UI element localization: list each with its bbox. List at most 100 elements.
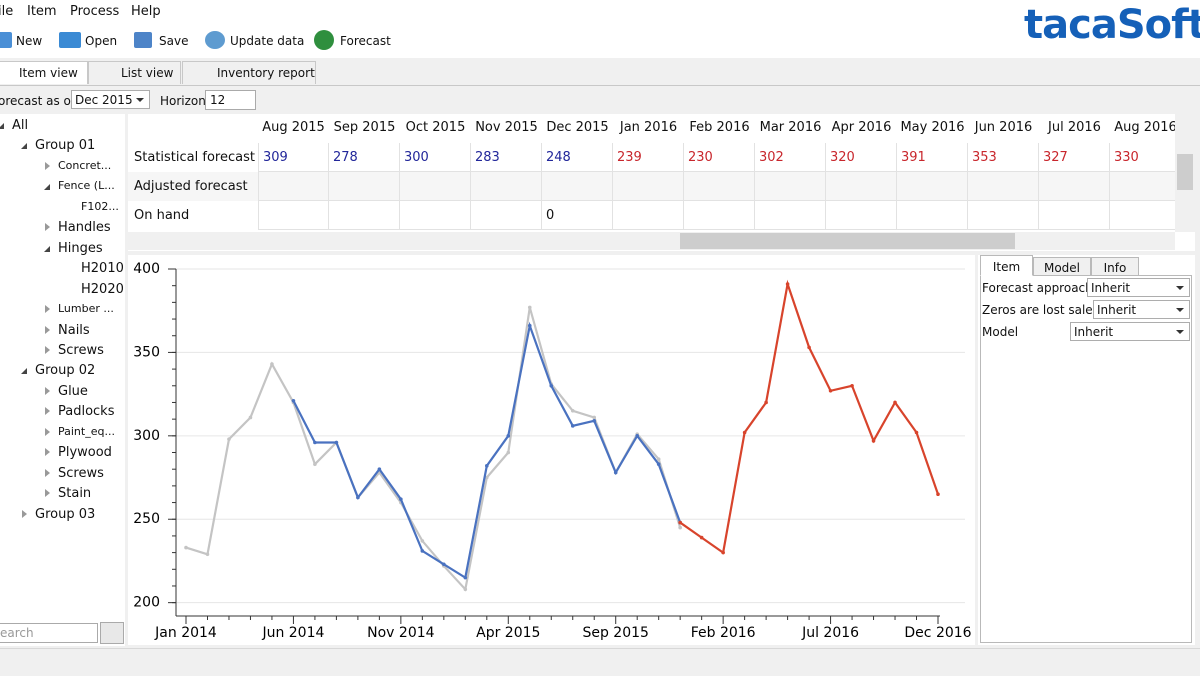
menu-item[interactable]: Item [27, 4, 57, 19]
menu-item[interactable]: ile [0, 4, 13, 19]
tab[interactable]: List view [88, 61, 181, 84]
grid-cell[interactable] [968, 201, 1039, 230]
grid-cell[interactable] [400, 201, 471, 230]
grid-cell[interactable]: 283 [471, 143, 542, 172]
tree-item[interactable]: F102... [81, 200, 119, 213]
tree-item[interactable]: Lumber ... [58, 302, 114, 315]
tree-item[interactable]: Screws [58, 343, 104, 358]
grid-cell[interactable] [613, 172, 684, 201]
panel-tab[interactable]: Info [1091, 257, 1139, 276]
grid-cell[interactable]: 320 [826, 143, 897, 172]
panel-tab[interactable]: Item [980, 255, 1033, 276]
scroll-thumb[interactable] [680, 233, 1015, 249]
grid-cell[interactable]: 278 [329, 143, 400, 172]
forecast-as-of-select[interactable]: Dec 2015 [71, 90, 150, 109]
toolbar-button[interactable]: Forecast [340, 34, 391, 48]
tree-item[interactable]: Hinges [58, 241, 103, 256]
grid-cell[interactable]: 353 [968, 143, 1039, 172]
tab[interactable]: Item view [0, 61, 88, 84]
grid-cell[interactable]: 309 [258, 143, 329, 172]
tree-item[interactable]: Handles [58, 220, 111, 235]
data-point [807, 346, 811, 350]
h-scrollbar[interactable] [128, 232, 1175, 250]
tab[interactable]: Inventory report [182, 61, 316, 84]
grid-cell[interactable] [1039, 172, 1110, 201]
grid-cell[interactable]: 239 [613, 143, 684, 172]
search-box[interactable]: earch [0, 623, 98, 643]
toolbar-button[interactable]: New [16, 34, 42, 48]
tree-item[interactable]: Plywood [58, 445, 112, 460]
property-select[interactable]: Inherit [1087, 278, 1190, 297]
property-select[interactable]: Inherit [1070, 322, 1190, 341]
panel-tab[interactable]: Model [1033, 257, 1091, 276]
tree-item[interactable]: Fence (L... [58, 179, 115, 192]
grid-cell[interactable] [1039, 201, 1110, 230]
tree-item[interactable]: Nails [58, 323, 90, 338]
grid-cell[interactable] [684, 172, 755, 201]
menu-item[interactable]: Help [131, 4, 161, 19]
search-button[interactable] [100, 622, 124, 644]
grid-cell[interactable] [258, 172, 329, 201]
horizon-spinner[interactable]: 12 [205, 90, 256, 110]
grid-cell[interactable] [471, 172, 542, 201]
grid-cell[interactable] [1110, 201, 1181, 230]
grid-cell[interactable] [613, 201, 684, 230]
tree-item[interactable]: Group 02 [35, 363, 95, 378]
grid-cell[interactable] [968, 172, 1039, 201]
data-point [528, 306, 532, 310]
chart: 200250300350400Jan 2014Jun 2014Nov 2014A… [128, 255, 975, 645]
tree-expander [45, 407, 50, 415]
grid-cell[interactable] [684, 201, 755, 230]
x-tick-label: Nov 2014 [367, 625, 434, 641]
tree-item[interactable]: All [12, 118, 28, 133]
grid-cell[interactable]: 391 [897, 143, 968, 172]
grid-cell[interactable] [329, 201, 400, 230]
tree-item[interactable]: Screws [58, 466, 104, 481]
tree-item[interactable]: Glue [58, 384, 88, 399]
grid-cell[interactable]: 330 [1110, 143, 1181, 172]
grid-cell[interactable] [897, 201, 968, 230]
grid-cell[interactable] [400, 172, 471, 201]
horizon-label: Horizon [160, 94, 206, 108]
grid-cell[interactable] [826, 201, 897, 230]
grid-cell[interactable] [755, 172, 826, 201]
forecast-icon [314, 30, 334, 50]
grid-cell[interactable] [897, 172, 968, 201]
grid-cell[interactable]: 302 [755, 143, 826, 172]
menu-item[interactable]: Process [70, 4, 119, 19]
tab-label: Inventory report [217, 66, 315, 80]
grid-cell[interactable]: 230 [684, 143, 755, 172]
tree-item[interactable]: Group 01 [35, 138, 95, 153]
column-header: Jan 2016 [613, 120, 684, 135]
tree-expander [45, 162, 50, 170]
toolbar-button[interactable]: Save [159, 34, 188, 48]
grid-cell[interactable] [258, 201, 329, 230]
grid-cell[interactable] [1110, 172, 1181, 201]
tree-item[interactable]: Stain [58, 486, 91, 501]
tree-item[interactable]: Concret... [58, 159, 111, 172]
grid-cell[interactable] [755, 201, 826, 230]
grid-cell[interactable] [826, 172, 897, 201]
tree-item[interactable]: Group 03 [35, 507, 95, 522]
v-scrollbar[interactable] [1175, 114, 1195, 232]
tree-item[interactable]: H2020 [81, 282, 124, 297]
grid-cell[interactable]: 248 [542, 143, 613, 172]
grid-cell[interactable] [542, 172, 613, 201]
data-point [421, 539, 425, 543]
tree-item[interactable]: Paint_eq... [58, 425, 115, 438]
property-select[interactable]: Inherit [1093, 300, 1190, 319]
grid-cell[interactable]: 327 [1039, 143, 1110, 172]
data-point [464, 588, 468, 592]
toolbar-button[interactable]: Update data [230, 34, 304, 48]
tree-item[interactable]: Padlocks [58, 404, 115, 419]
grid-cell[interactable] [329, 172, 400, 201]
grid-cell[interactable] [471, 201, 542, 230]
toolbar-button[interactable]: Open [85, 34, 117, 48]
tree-item[interactable]: H2010 [81, 261, 124, 276]
scroll-thumb[interactable] [1177, 154, 1193, 190]
grid-cell[interactable]: 300 [400, 143, 471, 172]
data-point [700, 536, 704, 540]
tree-expander [45, 428, 50, 436]
grid-cell[interactable]: 0 [542, 201, 613, 230]
